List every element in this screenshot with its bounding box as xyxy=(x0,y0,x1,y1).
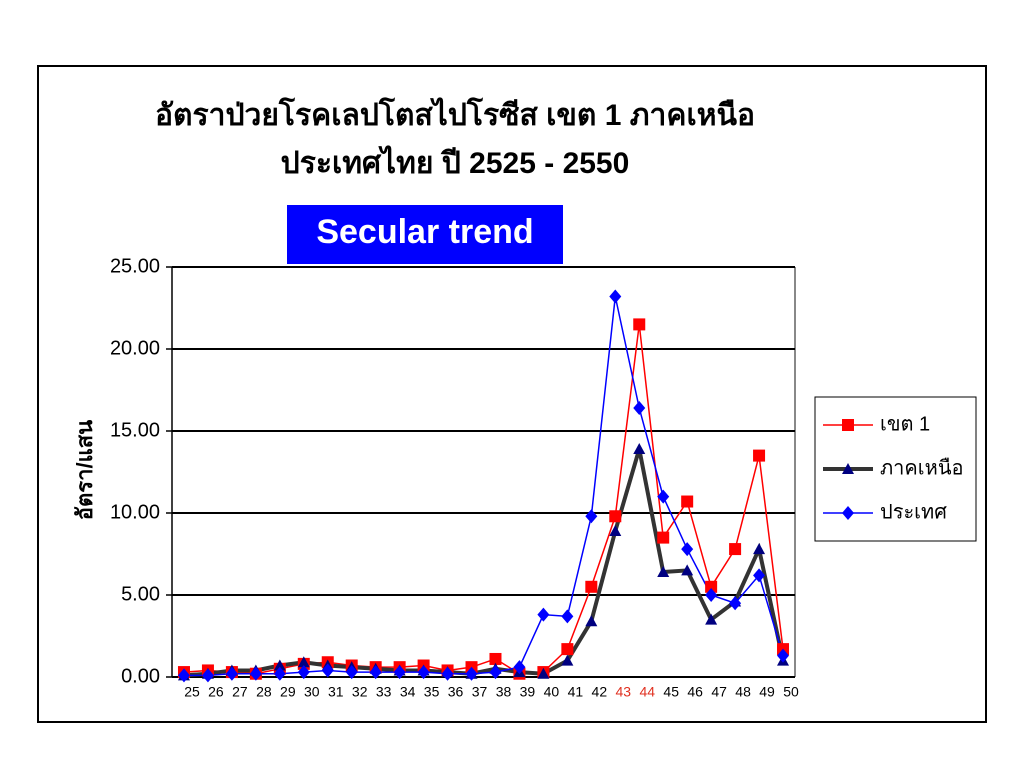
marker xyxy=(489,652,502,665)
marker xyxy=(417,665,430,680)
x-tick-label: 28 xyxy=(256,684,272,700)
x-tick-label: 38 xyxy=(496,684,512,700)
marker xyxy=(561,609,574,624)
marker xyxy=(249,666,262,681)
marker xyxy=(273,659,286,671)
subtitle: Secular trend xyxy=(316,213,533,251)
x-tick-label: 31 xyxy=(328,684,344,700)
marker xyxy=(753,543,766,555)
x-tick-label: 32 xyxy=(352,684,368,700)
legend-label: เขต 1 xyxy=(880,413,930,435)
marker xyxy=(561,654,574,666)
marker xyxy=(657,566,670,578)
y-tick-label: 0.00 xyxy=(121,665,160,687)
x-tick-label: 40 xyxy=(544,684,560,700)
x-tick-label: 27 xyxy=(232,684,248,700)
marker xyxy=(842,419,854,431)
series-line xyxy=(183,296,784,677)
marker xyxy=(681,542,694,557)
chart-title: ประเทศไทย ปี 2525 - 2550 xyxy=(281,145,630,180)
marker xyxy=(393,665,406,680)
marker xyxy=(585,615,598,627)
x-tick-label: 30 xyxy=(304,684,320,700)
marker xyxy=(369,665,382,680)
marker xyxy=(177,668,190,683)
marker xyxy=(777,648,790,663)
marker xyxy=(633,401,646,416)
legend-label: ภาคเหนือ xyxy=(880,457,964,479)
marker xyxy=(729,596,742,611)
marker xyxy=(273,666,286,681)
marker xyxy=(585,580,598,593)
marker xyxy=(705,613,718,625)
y-tick-label: 15.00 xyxy=(110,419,160,441)
marker xyxy=(345,665,358,680)
marker xyxy=(561,643,574,656)
series-line xyxy=(183,448,785,678)
marker xyxy=(537,667,550,679)
x-tick-label: 29 xyxy=(280,684,296,700)
marker xyxy=(609,510,622,523)
marker xyxy=(633,318,646,331)
x-tick-label: 49 xyxy=(759,684,775,700)
marker xyxy=(297,665,310,680)
x-tick-label: 50 xyxy=(783,684,799,700)
marker xyxy=(842,506,854,520)
marker xyxy=(609,289,622,304)
x-tick-label: 25 xyxy=(184,684,200,700)
frame xyxy=(37,65,987,723)
marker xyxy=(705,580,718,593)
marker xyxy=(729,543,742,556)
marker xyxy=(842,463,854,474)
x-tick-label: 45 xyxy=(663,684,679,700)
y-tick-label: 25.00 xyxy=(110,255,160,277)
marker xyxy=(753,449,766,462)
x-tick-label: 47 xyxy=(711,684,727,700)
y-tick-label: 5.00 xyxy=(121,583,160,605)
y-axis-label: อัตรา/แสน xyxy=(72,420,97,520)
x-tick-label: 39 xyxy=(520,684,536,700)
x-tick-label: 26 xyxy=(208,684,224,700)
marker xyxy=(681,564,694,576)
x-tick-label: 33 xyxy=(376,684,392,700)
chart-title: อัตราป่วยโรคเลปโตสไปโรซีส เขต 1 ภาคเหนือ xyxy=(155,96,755,132)
marker xyxy=(441,666,454,681)
x-tick-label: 42 xyxy=(592,684,608,700)
y-tick-label: 10.00 xyxy=(110,501,160,523)
x-tick-label: 34 xyxy=(400,684,416,700)
x-tick-label: 46 xyxy=(687,684,703,700)
x-tick-label: 44 xyxy=(639,684,655,700)
marker xyxy=(321,663,334,678)
marker xyxy=(297,656,310,668)
marker xyxy=(657,531,670,544)
x-tick-label: 41 xyxy=(568,684,584,700)
marker xyxy=(513,660,526,675)
x-tick-label: 37 xyxy=(472,684,488,700)
marker xyxy=(705,588,718,602)
subtitle-box xyxy=(287,205,563,264)
x-tick-label: 36 xyxy=(448,684,464,700)
marker xyxy=(657,489,670,504)
marker xyxy=(489,665,502,680)
marker xyxy=(585,509,598,524)
marker xyxy=(753,568,766,583)
legend-label: ประเทศ xyxy=(880,501,947,523)
marker xyxy=(633,443,646,455)
marker xyxy=(681,495,694,508)
x-tick-label: 35 xyxy=(424,684,440,700)
marker xyxy=(465,666,478,681)
x-tick-label: 43 xyxy=(615,684,631,700)
marker xyxy=(201,668,214,683)
x-tick-label: 48 xyxy=(735,684,751,700)
marker xyxy=(537,607,550,622)
marker xyxy=(609,525,622,537)
marker xyxy=(225,666,238,681)
y-tick-label: 20.00 xyxy=(110,337,160,359)
